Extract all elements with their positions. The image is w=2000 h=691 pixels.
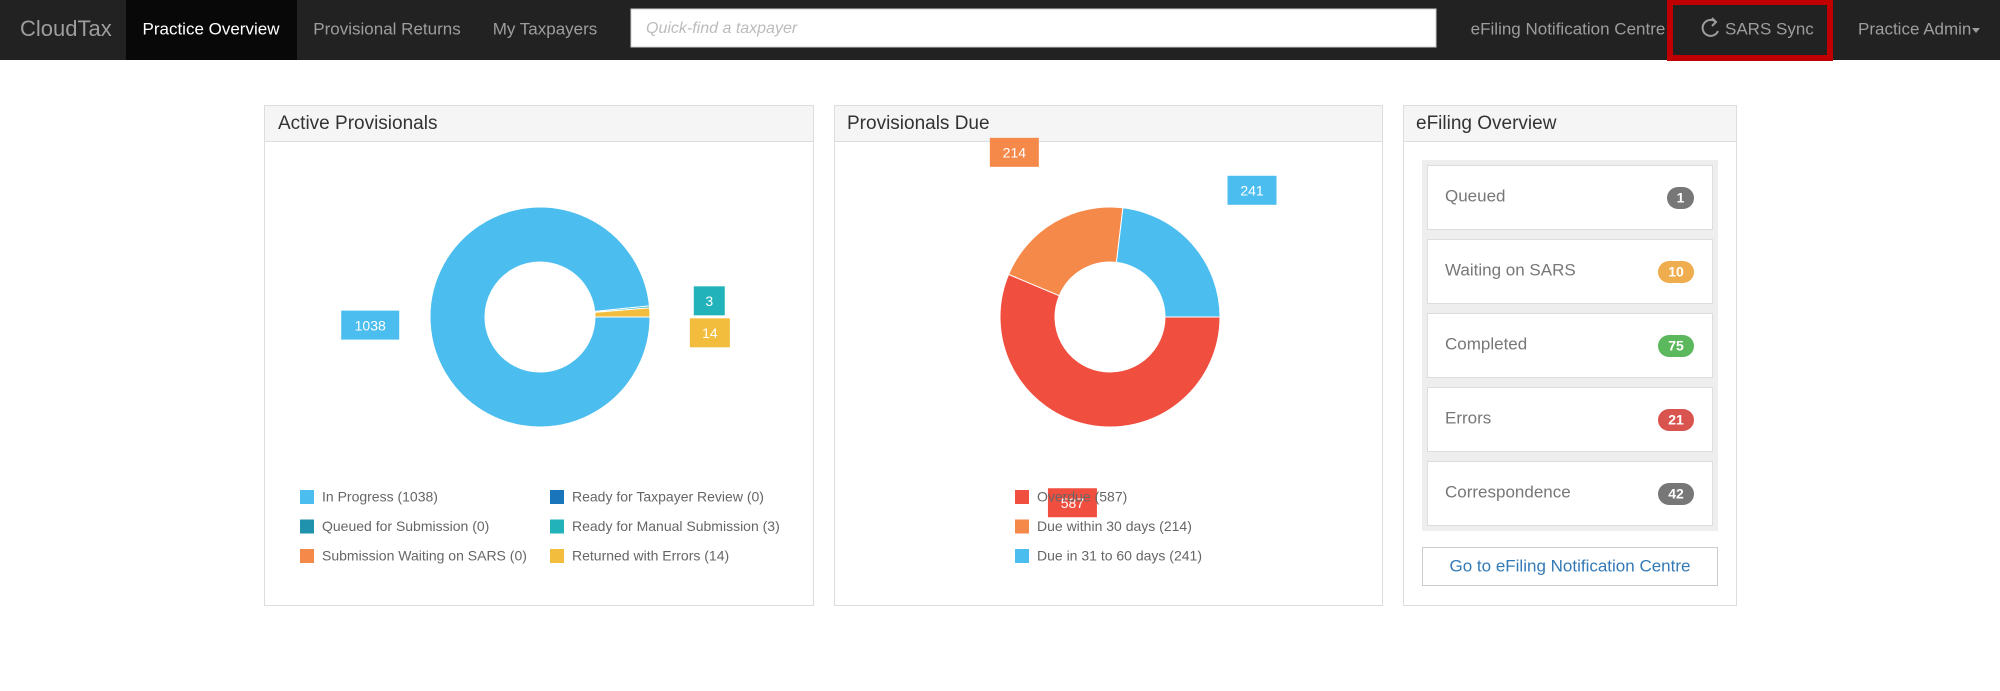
legend-label: Ready for Manual Submission (3) <box>572 518 780 534</box>
data-label-box <box>689 318 730 348</box>
data-label: 3 <box>705 293 713 309</box>
legend-label: Due in 31 to 60 days (241) <box>1037 548 1202 564</box>
legend-swatch <box>550 519 564 534</box>
data-label: 214 <box>1003 145 1027 161</box>
nav-item[interactable]: eFiling Notification Centre <box>1471 19 1666 38</box>
legend-label: In Progress (1038) <box>322 489 438 505</box>
badge <box>1658 409 1694 431</box>
panel <box>834 105 1383 606</box>
highlight-box <box>1667 0 1833 61</box>
data-label-box <box>989 137 1039 167</box>
data-label: 1038 <box>355 317 386 333</box>
badge <box>1658 261 1694 283</box>
badge <box>1667 187 1694 209</box>
nav-item[interactable]: My Taxpayers <box>493 19 598 38</box>
data-label: 241 <box>1240 182 1264 198</box>
badge-count: 42 <box>1668 486 1684 502</box>
panel <box>264 105 814 606</box>
panel-title: eFiling Overview <box>1416 113 1557 134</box>
legend-label: Queued for Submission (0) <box>322 518 489 534</box>
list-item-label: Errors <box>1445 408 1491 427</box>
donut-slice <box>1007 206 1124 297</box>
caret <box>1972 28 1980 33</box>
list-item[interactable] <box>1427 165 1713 230</box>
legend-swatch <box>1015 519 1029 534</box>
panel-title: Active Provisionals <box>278 113 437 134</box>
legend-label: Ready for Taxpayer Review (0) <box>572 489 764 505</box>
legend-label: Submission Waiting on SARS (0) <box>322 548 527 564</box>
nav-item[interactable]: Practice Overview <box>143 19 281 38</box>
legend-swatch <box>550 549 564 563</box>
button[interactable] <box>1422 547 1718 586</box>
legend-swatch <box>300 490 314 504</box>
legend-swatch <box>300 549 314 563</box>
panel-title: Provisionals Due <box>847 113 990 134</box>
badge-count: 10 <box>1668 264 1684 280</box>
button-label[interactable]: Go to eFiling Notification Centre <box>1450 556 1691 575</box>
data-label-box <box>341 310 400 340</box>
donut-slice <box>429 206 651 428</box>
data-label-box <box>1047 488 1097 518</box>
legend-swatch <box>1015 490 1029 504</box>
sync-icon <box>1701 17 1719 37</box>
badge <box>1658 483 1694 505</box>
legend-label: Overdue (587) <box>1037 489 1127 505</box>
search-box[interactable] <box>630 8 1437 48</box>
data-label: 14 <box>702 325 718 341</box>
legend-swatch <box>300 519 314 534</box>
legend-swatch <box>1015 549 1029 563</box>
nav-item[interactable]: SARS Sync <box>1725 19 1814 38</box>
legend-label: Due within 30 days (214) <box>1037 518 1192 534</box>
nav-item[interactable]: Provisional Returns <box>313 19 460 38</box>
list-item-label: Waiting on SARS <box>1445 260 1576 279</box>
donut-slice <box>999 273 1221 428</box>
data-label-box <box>693 286 725 316</box>
badge <box>1658 335 1694 357</box>
badge-count: 75 <box>1668 338 1684 354</box>
brand[interactable]: CloudTax <box>20 16 112 41</box>
legend-label: Returned with Errors (14) <box>572 548 729 564</box>
badge-count: 21 <box>1668 412 1684 428</box>
data-label-box <box>1227 175 1277 205</box>
search-placeholder: Quick-find a taxpayer <box>646 20 798 37</box>
list-item-label: Correspondence <box>1445 482 1571 501</box>
list-item-label: Completed <box>1445 334 1527 353</box>
badge-count: 1 <box>1677 190 1685 206</box>
donut-slice <box>594 307 651 318</box>
donut-slice <box>1115 207 1221 318</box>
nav-active <box>126 0 297 60</box>
data-label: 587 <box>1061 495 1085 511</box>
nav-item[interactable]: Practice Admin <box>1858 19 1971 38</box>
list-item-label: Queued <box>1445 186 1506 205</box>
legend-swatch <box>550 490 564 504</box>
